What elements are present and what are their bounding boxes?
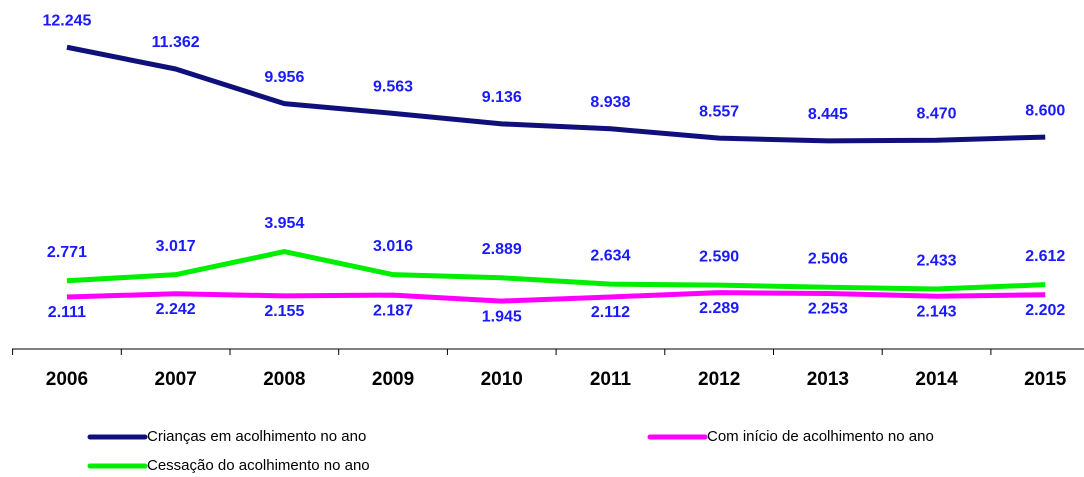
data-label: 2.433 <box>917 252 957 269</box>
legend-label: Com início de acolhimento no ano <box>707 428 934 445</box>
legend-label: Crianças em acolhimento no ano <box>147 428 366 445</box>
data-label: 2.202 <box>1025 302 1065 319</box>
series-line <box>66 249 1046 292</box>
data-label: 8.938 <box>590 94 630 111</box>
data-label: 2.506 <box>808 250 848 267</box>
series-line <box>66 44 1046 144</box>
data-label: 2.771 <box>47 244 87 261</box>
data-label: 2.634 <box>590 247 630 264</box>
data-label: 8.557 <box>699 103 739 120</box>
data-label: 2.242 <box>156 301 196 318</box>
x-tick-label: 2013 <box>807 369 849 390</box>
data-label: 3.017 <box>156 238 196 255</box>
data-label: 2.590 <box>699 248 739 265</box>
data-label: 2.112 <box>591 304 630 321</box>
data-label: 8.600 <box>1025 102 1065 119</box>
data-label: 2.187 <box>373 302 413 319</box>
data-label: 2.289 <box>699 300 739 317</box>
data-label: 9.563 <box>373 79 413 96</box>
data-label: 3.016 <box>373 238 413 255</box>
data-label: 2.612 <box>1025 248 1065 265</box>
data-label: 2.143 <box>917 303 957 320</box>
data-label: 12.245 <box>42 12 91 29</box>
data-label: 2.889 <box>482 241 522 258</box>
x-tick-label: 2009 <box>372 369 414 390</box>
data-label: 2.155 <box>264 303 304 320</box>
data-label: 2.111 <box>48 304 86 321</box>
x-tick-label: 2015 <box>1024 369 1067 390</box>
x-tick-label: 2006 <box>46 369 88 390</box>
data-label: 9.136 <box>482 89 522 106</box>
data-label: 8.470 <box>917 105 957 122</box>
legend-label: Cessação do acolhimento no ano <box>147 457 370 474</box>
data-label: 1.945 <box>482 308 522 325</box>
x-tick-label: 2007 <box>155 369 197 390</box>
series-line <box>66 290 1046 304</box>
x-tick-label: 2011 <box>590 369 632 390</box>
x-tick-label: 2014 <box>915 369 958 390</box>
data-label: 9.956 <box>264 69 304 86</box>
x-tick-label: 2012 <box>698 369 740 390</box>
x-tick-label: 2010 <box>481 369 523 390</box>
data-label: 8.445 <box>808 106 848 123</box>
data-label: 2.253 <box>808 301 848 318</box>
data-label: 11.362 <box>152 34 200 51</box>
data-label: 3.954 <box>264 215 304 232</box>
x-tick-label: 2008 <box>263 369 305 390</box>
